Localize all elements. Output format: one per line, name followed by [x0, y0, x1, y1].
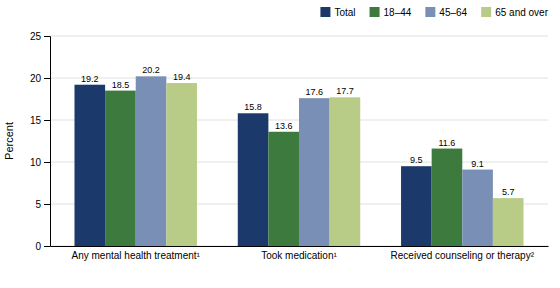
grid-line: [50, 78, 548, 79]
bar: [330, 97, 361, 246]
bar: [268, 132, 299, 246]
x-tick: Any mental health treatment¹: [72, 250, 201, 261]
chart-svg: 19.2 15.8 9.5 18.5 13.6 11.6 20.2 17.6 9.1 19.4 17…: [0, 0, 560, 288]
data-label: 19.4: [173, 72, 191, 82]
legend-item: Total: [320, 7, 355, 18]
x-tick-label: Took medication¹: [261, 250, 337, 261]
bar: [462, 170, 493, 246]
y-tick-label: 0: [35, 241, 41, 252]
legend-item: 45–64: [425, 7, 467, 18]
legend: Total 18–44 45–64 65 and over: [320, 7, 548, 18]
data-label: 17.7: [336, 86, 354, 96]
y-tick: 10: [30, 157, 50, 168]
x-tick-label: Any mental health treatment¹: [72, 250, 201, 261]
x-tick-label: Received counseling or therapy²: [391, 250, 535, 261]
y-tick-label: 15: [30, 115, 42, 126]
legend-label: Total: [334, 7, 355, 18]
data-label: 13.6: [275, 121, 293, 131]
y-tick-mark: [44, 246, 50, 247]
bar: [74, 85, 105, 246]
data-label: 17.6: [306, 87, 324, 97]
bar: [166, 83, 197, 246]
chart-container: 19.2 15.8 9.5 18.5 13.6 11.6 20.2 17.6 9.1 19.4 17…: [0, 0, 560, 288]
plot-area: 19.2 15.8 9.5 18.5 13.6 11.6 20.2 17.6 9.1 19.4 17…: [30, 31, 549, 261]
y-axis-line: [44, 37, 51, 247]
x-tick: Took medication¹: [261, 250, 337, 261]
grid: [50, 36, 548, 246]
grid-line: [50, 36, 548, 37]
y-tick-label: 10: [30, 157, 42, 168]
data-label: 9.5: [410, 155, 423, 165]
data-label: 11.6: [439, 138, 456, 148]
data-label: 9.1: [471, 159, 484, 169]
data-label: 15.8: [244, 102, 262, 112]
data-label: 19.2: [81, 74, 99, 84]
y-tick: 15: [30, 115, 50, 126]
data-label: 5.7: [502, 187, 515, 197]
bar: [105, 91, 136, 246]
bar: [493, 198, 524, 246]
y-tick-label: 20: [30, 73, 42, 84]
legend-swatch: [481, 7, 491, 17]
x-axis-line: [51, 246, 549, 247]
bar: [432, 149, 463, 246]
bar: [401, 166, 432, 246]
y-tick-label: 25: [30, 31, 42, 42]
y-tick-mark: [44, 162, 50, 163]
y-tick: 20: [30, 73, 50, 84]
y-axis: 0 5 10 15 20 25: [30, 31, 51, 252]
legend-label: 18–44: [384, 7, 412, 18]
y-tick: 25: [30, 31, 50, 42]
legend-label: 45–64: [439, 7, 467, 18]
x-tick: Received counseling or therapy²: [391, 250, 535, 261]
data-label: 20.2: [142, 65, 160, 75]
y-tick-label: 5: [35, 199, 41, 210]
y-tick-mark: [44, 78, 50, 79]
bar-series: [166, 83, 523, 246]
y-tick: 5: [35, 199, 50, 210]
x-axis: Any mental health treatment¹ Took medicat…: [51, 247, 549, 262]
bar: [299, 98, 330, 246]
bars: [74, 76, 523, 246]
y-tick-mark: [44, 120, 50, 121]
y-tick-mark: [44, 204, 50, 205]
y-tick: 0: [35, 241, 50, 252]
bar-series: [136, 76, 493, 246]
data-labels: 19.2 15.8 9.5 18.5 13.6 11.6 20.2 17.6 9.1 19.4 17…: [81, 65, 514, 197]
legend-item: 65 and over: [481, 7, 548, 18]
y-tick-mark: [44, 36, 50, 37]
data-label: 18.5: [112, 80, 130, 90]
bar: [238, 113, 269, 246]
legend-label: 65 and over: [495, 7, 548, 18]
legend-item: 18–44: [370, 7, 412, 18]
legend-swatch: [370, 7, 380, 17]
y-axis-title: Percent: [3, 122, 15, 160]
legend-swatch: [425, 7, 435, 17]
bar-series: [74, 85, 431, 246]
bar: [136, 76, 167, 246]
legend-swatch: [320, 7, 330, 17]
